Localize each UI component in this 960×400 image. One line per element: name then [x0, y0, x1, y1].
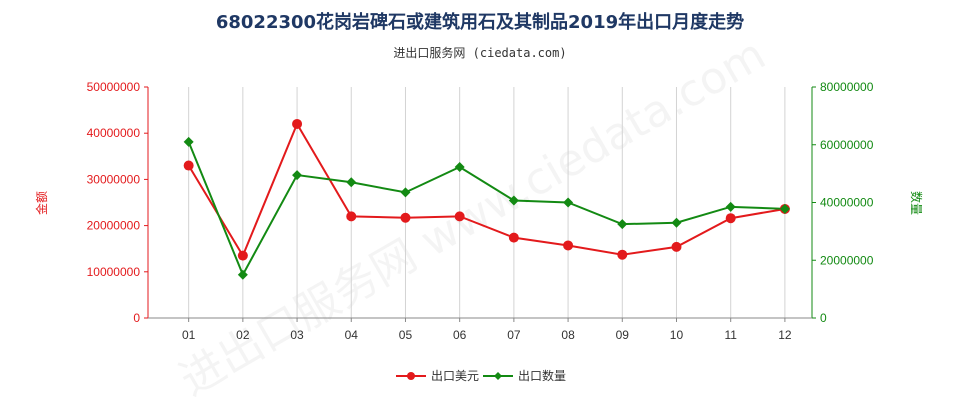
data-point-quantity — [292, 170, 303, 181]
left-tick-label: 10000000 — [87, 265, 141, 279]
series-line-amount — [187, 121, 786, 258]
data-point-quantity — [400, 187, 411, 198]
x-tick-label: 08 — [561, 328, 575, 342]
chart-title: 68022300花岗岩碑石或建筑用石及其制品2019年出口月度走势 — [215, 12, 745, 33]
x-tick-label: 06 — [453, 328, 467, 342]
series-layer — [183, 118, 790, 280]
legend-item-amount[interactable]: 出口美元 — [396, 369, 479, 383]
data-point-amount — [183, 160, 194, 171]
x-tick-label: 04 — [345, 328, 359, 342]
data-point-quantity — [508, 195, 519, 206]
data-point-quantity — [454, 161, 465, 172]
right-tick-label: 0 — [820, 311, 827, 325]
data-point-quantity — [617, 219, 628, 230]
left-tick-label: 50000000 — [87, 80, 141, 94]
left-tick-label: 20000000 — [87, 219, 141, 233]
data-point-amount — [237, 250, 248, 261]
data-point-quantity — [563, 197, 574, 208]
data-point-quantity — [779, 203, 790, 214]
data-point-amount — [725, 213, 736, 224]
data-point-amount — [400, 212, 411, 223]
legend-label-amount: 出口美元 — [431, 369, 479, 383]
data-point-quantity — [237, 269, 248, 280]
legend: 出口美元 出口数量 — [396, 368, 566, 383]
series-line-quantity — [187, 141, 785, 278]
data-point-amount — [563, 240, 574, 251]
right-tick-label: 40000000 — [820, 196, 874, 210]
x-tick-label: 01 — [182, 328, 196, 342]
left-tick-label: 40000000 — [87, 126, 141, 140]
data-point-quantity — [346, 177, 357, 188]
y-axis-label: 金额 — [34, 191, 49, 215]
data-point-amount — [508, 232, 519, 243]
right-tick-label: 20000000 — [820, 253, 874, 267]
watermark: 进出口服务网 www.ciedata.com — [171, 29, 774, 400]
x-tick-label: 02 — [236, 328, 250, 342]
data-point-amount — [292, 118, 303, 129]
data-point-amount — [617, 249, 628, 260]
data-point-quantity — [671, 217, 682, 228]
left-tick-label: 0 — [133, 311, 140, 325]
data-point-amount — [671, 241, 682, 252]
x-tick-label: 11 — [724, 328, 737, 342]
left-axis-ticks: 0 10000000 20000000 30000000 40000000 5000000… — [87, 80, 148, 325]
x-tick-label: 05 — [399, 328, 413, 342]
chart-subtitle: 进出口服务网 (ciedata.com) — [393, 46, 567, 60]
data-point-quantity — [725, 201, 736, 212]
right-tick-label: 60000000 — [820, 138, 874, 152]
right-axis-ticks: 0 20000000 40000000 60000000 80000000 — [812, 80, 874, 325]
data-point-amount — [346, 211, 357, 222]
x-tick-label: 12 — [778, 328, 792, 342]
left-tick-label: 30000000 — [87, 172, 141, 186]
x-tick-label: 10 — [670, 328, 684, 342]
x-tick-label: 07 — [507, 328, 521, 342]
y2-axis-label: 数量 — [909, 191, 924, 215]
data-point-quantity — [183, 136, 194, 147]
x-axis-ticks: 01 02 03 04 05 06 07 08 09 10 11 12 — [182, 318, 792, 342]
x-tick-label: 03 — [290, 328, 304, 342]
right-tick-label: 80000000 — [820, 80, 874, 94]
legend-label-quantity: 出口数量 — [518, 368, 566, 383]
x-tick-label: 09 — [616, 328, 630, 342]
legend-item-quantity[interactable]: 出口数量 — [483, 368, 566, 383]
data-point-amount — [454, 211, 465, 222]
